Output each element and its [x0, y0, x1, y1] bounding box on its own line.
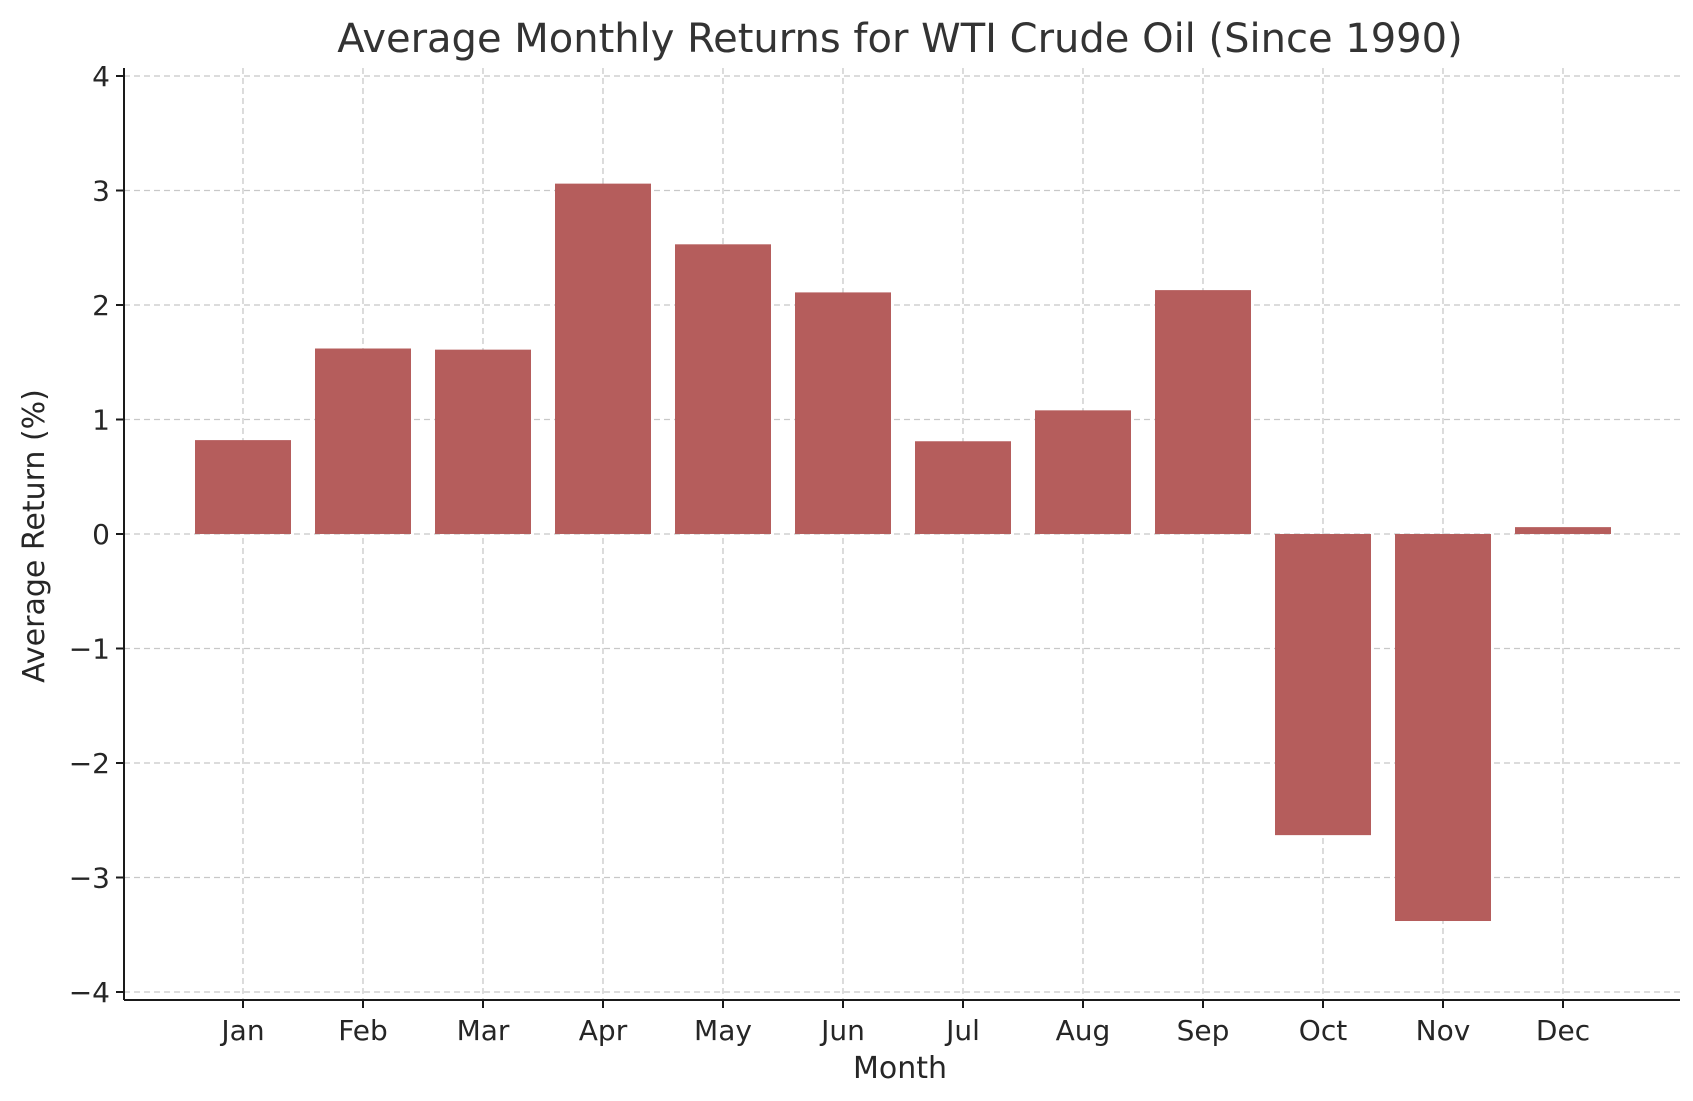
y-tick-label: 2 — [92, 289, 110, 322]
tick-layer: 4 3 2 1 0 −1 −2 −3 −4 Jan Feb Mar Apr May Jun Jul Aug Sep… — [69, 60, 1590, 1047]
x-tick-label: Apr — [579, 1014, 628, 1047]
x-tick-label: Aug — [1056, 1014, 1111, 1047]
x-axis-label: Month — [853, 1051, 947, 1086]
x-tick-label: Sep — [1177, 1014, 1230, 1047]
bar-nov — [1395, 534, 1491, 922]
bar-oct — [1275, 534, 1371, 836]
x-tick-label: May — [694, 1014, 752, 1047]
bar-sep — [1155, 290, 1251, 534]
bar-aug — [1035, 410, 1131, 534]
y-tick-label: −3 — [69, 862, 110, 895]
bar-layer — [195, 183, 1611, 922]
bar-jul — [915, 441, 1011, 534]
y-tick-label: 0 — [92, 518, 110, 551]
x-tick-label: Jan — [219, 1014, 264, 1047]
bar-jan — [195, 440, 291, 534]
y-tick-label: 4 — [92, 60, 110, 93]
x-tick-label: Nov — [1416, 1014, 1471, 1047]
bar-mar — [435, 349, 531, 534]
bar-jun — [795, 292, 891, 534]
x-tick-label: Oct — [1299, 1014, 1347, 1047]
x-tick-label: Mar — [457, 1014, 510, 1047]
x-tick-label: Jul — [944, 1014, 980, 1047]
bar-feb — [315, 348, 411, 534]
y-axis-label: Average Return (%) — [17, 389, 52, 683]
x-tick-label: Feb — [338, 1014, 388, 1047]
y-tick-label: 1 — [92, 404, 110, 437]
bar-may — [675, 244, 771, 534]
y-tick-label: 3 — [92, 175, 110, 208]
y-tick-label: −4 — [69, 976, 110, 1009]
y-tick-label: −1 — [69, 633, 110, 666]
x-tick-label: Jun — [819, 1014, 865, 1047]
x-tick-label: Dec — [1536, 1014, 1590, 1047]
bar-apr — [555, 183, 651, 534]
bar-dec — [1515, 527, 1611, 534]
y-tick-label: −2 — [69, 747, 110, 780]
chart-title: Average Monthly Returns for WTI Crude Oi… — [337, 16, 1462, 62]
